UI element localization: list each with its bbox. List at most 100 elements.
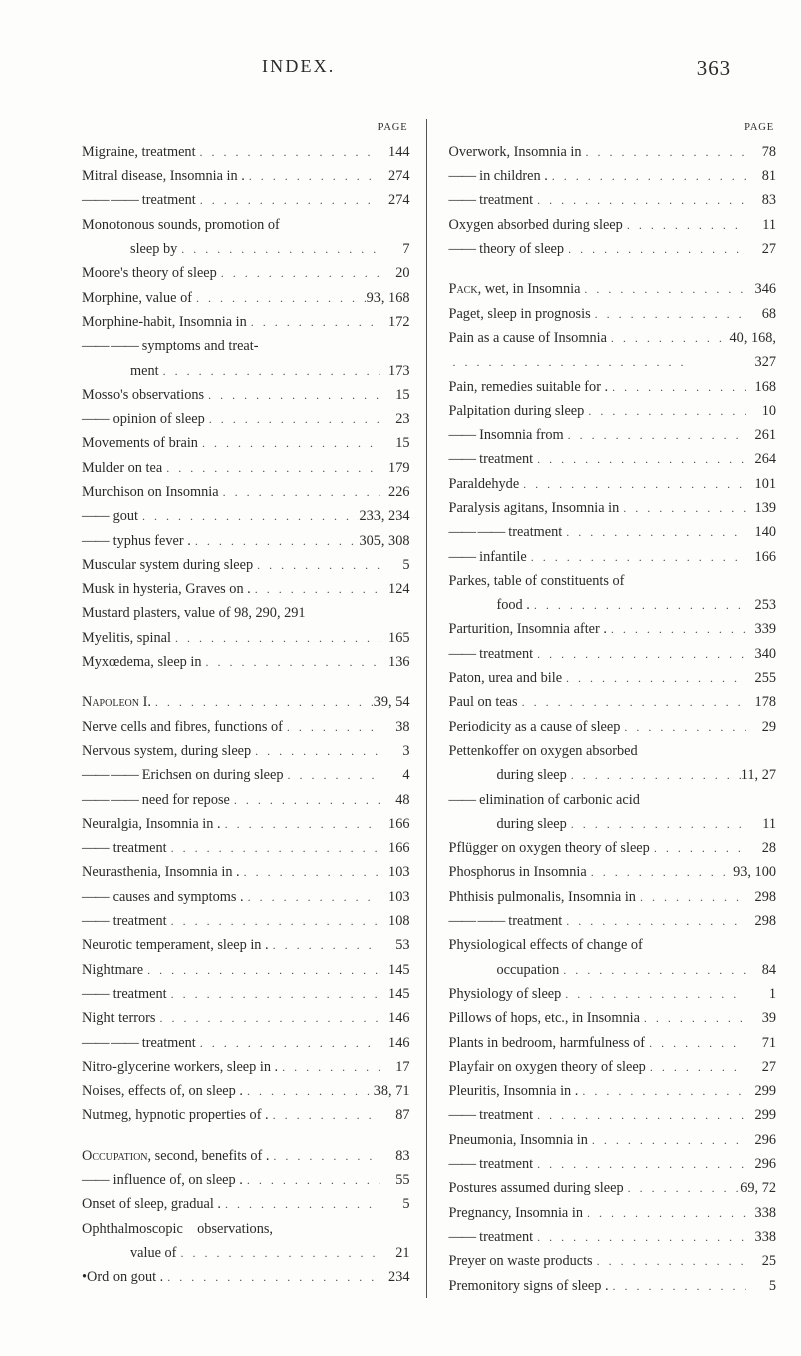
index-entry-page: 71 bbox=[746, 1031, 776, 1055]
index-entry: typhus fever . . . . . . . . . . . . . .… bbox=[82, 529, 410, 553]
index-entry-page: 327 bbox=[746, 350, 776, 374]
leader-dots: . . . . . . . . . . . . . . . . . . . . bbox=[253, 555, 379, 575]
index-entry-label: Ophthalmoscopic observations, bbox=[82, 1217, 273, 1241]
index-entry: in children . . . . . . . . . . . . . . … bbox=[449, 164, 777, 188]
index-entry: Mosso's observations . . . . . . . . . .… bbox=[82, 383, 410, 407]
index-entry: treatment . . . . . . . . . . . . . . . … bbox=[449, 1225, 777, 1249]
index-entry-label: ment bbox=[82, 359, 159, 383]
running-head-page: 363 bbox=[697, 56, 731, 81]
index-entry: treatment . . . . . . . . . . . . . . . … bbox=[449, 188, 777, 212]
leader-dots: . . . . . . . . . . . . . . . . . . . . bbox=[624, 1178, 741, 1198]
index-entry-page: 166 bbox=[380, 812, 410, 836]
index-entry-label: Insomnia from bbox=[449, 423, 564, 447]
leader-dots: . . . . . . . . . . . . . . . . . . . . bbox=[251, 741, 379, 761]
index-entry-label: treatment bbox=[82, 982, 167, 1006]
index-entry-label: Physiology of sleep bbox=[449, 982, 562, 1006]
index-entry-label: infantile bbox=[449, 545, 527, 569]
index-entry: Night terrors . . . . . . . . . . . . . … bbox=[82, 1006, 410, 1030]
index-entry: Morphine-habit, Insomnia in . . . . . . … bbox=[82, 310, 410, 334]
index-entry-page: 145 bbox=[380, 958, 410, 982]
index-entry-label: theory of sleep bbox=[449, 237, 565, 261]
index-entry-label: sleep by bbox=[82, 237, 177, 261]
index-entry-page: 166 bbox=[746, 545, 776, 569]
index-entry-page: 15 bbox=[380, 431, 410, 455]
index-entry: treatment . . . . . . . . . . . . . . . … bbox=[82, 836, 410, 860]
index-entry-label: Neurasthenia, Insomnia in . bbox=[82, 860, 240, 884]
index-entry-label: Paget, sleep in prognosis bbox=[449, 302, 591, 326]
index-entry: •Ord on gout . . . . . . . . . . . . . .… bbox=[82, 1265, 410, 1289]
index-entry: Insomnia from . . . . . . . . . . . . . … bbox=[449, 423, 777, 447]
index-entry: sleep by . . . . . . . . . . . . . . . .… bbox=[82, 237, 410, 261]
leader-dots: . . . . . . . . . . . . . . . . . . . . bbox=[217, 263, 380, 283]
index-entry-page: 179 bbox=[380, 456, 410, 480]
leader-dots: . . . . . . . . . . . . . . . . . . . . bbox=[251, 579, 380, 599]
index-entry: treatment . . . . . . . . . . . . . . . … bbox=[449, 909, 777, 933]
index-entry-page: 298 bbox=[746, 885, 776, 909]
index-entry-label: Parkes, table of constituents of bbox=[449, 569, 625, 593]
index-entry: Noises, effects of, on sleep . . . . . .… bbox=[82, 1079, 410, 1103]
leader-dots: . . . . . . . . . . . . . . . . . . . . bbox=[588, 1130, 746, 1150]
index-entry-page: 299 bbox=[746, 1103, 776, 1127]
index-entry: Parturition, Insomnia after . . . . . . … bbox=[449, 617, 777, 641]
index-entry-page: 264 bbox=[746, 447, 776, 471]
leader-dots: . . . . . . . . . . . . . . . . . . . . bbox=[219, 482, 380, 502]
index-entry-label: treatment bbox=[449, 1152, 534, 1176]
index-entry-label: Pregnancy, Insomnia in bbox=[449, 1201, 583, 1225]
leader-dots: . . . . . . . . . . . . . . . . . . . . bbox=[636, 887, 746, 907]
index-entry: Pflügger on oxygen theory of sleep . . .… bbox=[449, 836, 777, 860]
index-entry-label: Pain, remedies suitable for . bbox=[449, 375, 609, 399]
leader-dots: . . . . . . . . . . . . . . . . . . . . bbox=[167, 838, 380, 858]
index-entry-label: influence of, on sleep . bbox=[82, 1168, 243, 1192]
index-entry-label: Nerve cells and fibres, functions of bbox=[82, 715, 283, 739]
leader-dots: . . . . . . . . . . . . . . . . . . . . bbox=[143, 960, 379, 980]
leader-dots: . . . . . . . . . . . . . . . . . . . . bbox=[533, 190, 746, 210]
index-entry-page: 87 bbox=[380, 1103, 410, 1127]
leader-dots: . . . . . . . . . . . . . . . . . . . . bbox=[564, 425, 746, 445]
leader-dots: . . . . . . . . . . . . . . . . . . . . bbox=[171, 628, 380, 648]
index-entry-label: Myelitis, spinal bbox=[82, 626, 171, 650]
leader-dots: . . . . . . . . . . . . . . . . . . . . bbox=[283, 717, 380, 737]
index-entry-label: Nightmare bbox=[82, 958, 143, 982]
index-entry: influence of, on sleep . . . . . . . . .… bbox=[82, 1168, 410, 1192]
leader-dots: . . . . . . . . . . . . . . . . . . . . bbox=[230, 790, 380, 810]
index-entry-label: Premonitory signs of sleep . bbox=[449, 1274, 609, 1298]
index-entry: Overwork, Insomnia in . . . . . . . . . … bbox=[449, 140, 777, 164]
index-column-left: PAGE Migraine, treatment . . . . . . . .… bbox=[82, 119, 427, 1298]
index-entry: Myxœdema, sleep in . . . . . . . . . . .… bbox=[82, 650, 410, 674]
index-entry: theory of sleep . . . . . . . . . . . . … bbox=[449, 237, 777, 261]
index-entry-page: 25 bbox=[746, 1249, 776, 1273]
leader-dots: . . . . . . . . . . . . . . . . . . . . bbox=[562, 911, 746, 931]
index-entry-page: 253 bbox=[746, 593, 776, 617]
leader-dots: . . . . . . . . . . . . . . . . . . . . bbox=[591, 304, 746, 324]
leader-dots: . . . . . . . . . . . . . . . . . . . . bbox=[533, 1105, 746, 1125]
index-entry-page: 274 bbox=[380, 188, 410, 212]
index-entry-page: 103 bbox=[380, 885, 410, 909]
index-entry-page: 165 bbox=[380, 626, 410, 650]
leader-dots: . . . . . . . . . . . . . . . . . . . . bbox=[608, 377, 746, 397]
index-entry: infantile . . . . . . . . . . . . . . . … bbox=[449, 545, 777, 569]
leader-dots: . . . . . . . . . . . . . . . . . . . . bbox=[269, 1146, 379, 1166]
leader-dots: . . . . . . . . . . . . . . . . . . . . bbox=[530, 595, 746, 615]
index-entry-page: 166 bbox=[380, 836, 410, 860]
index-entry: food . . . . . . . . . . . . . . . . . .… bbox=[449, 593, 777, 617]
index-entry-label: Occupation, second, benefits of . bbox=[82, 1144, 269, 1168]
index-entry-page: 172 bbox=[380, 310, 410, 334]
index-entry-page: 4 bbox=[380, 763, 410, 787]
index-entry-label: Muscular system during sleep bbox=[82, 553, 253, 577]
leader-dots: . . . . . . . . . . . . . . . . . . . . bbox=[159, 361, 380, 381]
leader-dots: . . . . . . . . . . . . . . . . . . . . bbox=[580, 279, 746, 299]
index-entry-page: 296 bbox=[746, 1128, 776, 1152]
index-column-right: PAGE Overwork, Insomnia in . . . . . . .… bbox=[445, 119, 777, 1298]
index-entry-label: treatment bbox=[449, 1225, 534, 1249]
running-head: INDEX. 363 bbox=[82, 56, 737, 81]
index-entry-label: Pillows of hops, etc., in Insomnia bbox=[449, 1006, 640, 1030]
leader-dots: . . . . . . . . . . . . . . . . . . . . bbox=[582, 142, 746, 162]
leader-dots: . . . . . . . . . . . . . . . . . . . . bbox=[284, 765, 380, 785]
index-entry-label: Neurotic temperament, sleep in . bbox=[82, 933, 269, 957]
leader-dots: . . . . . . . . . . . . . . . . . . . . bbox=[177, 239, 379, 259]
index-entry-label: food . bbox=[449, 593, 530, 617]
leader-dots: . . . . . . . . . . . . . . . . . . . . bbox=[176, 1243, 379, 1263]
index-entry-page: 55 bbox=[380, 1168, 410, 1192]
index-entry: occupation . . . . . . . . . . . . . . .… bbox=[449, 958, 777, 982]
index-entry-page: 83 bbox=[746, 188, 776, 212]
